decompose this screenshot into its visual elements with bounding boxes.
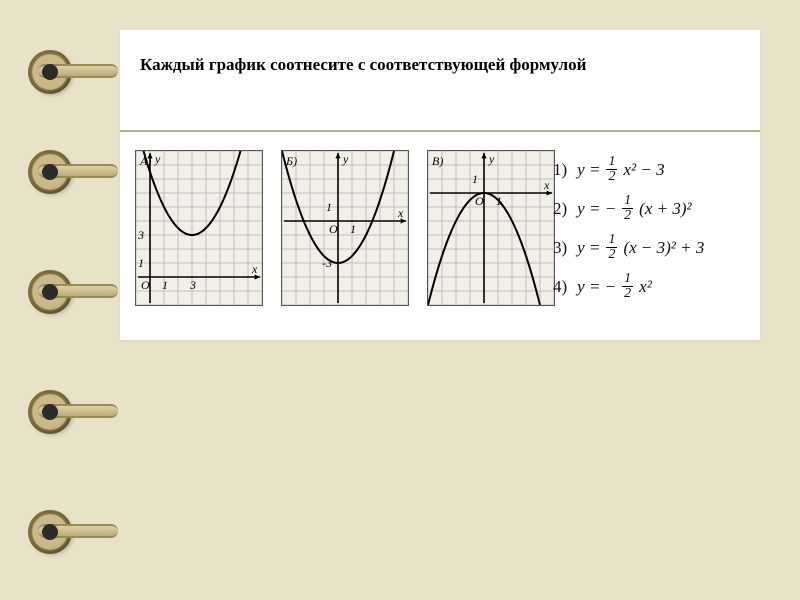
svg-text:y: y [488, 152, 495, 166]
svg-text:1: 1 [162, 278, 168, 292]
svg-text:1: 1 [472, 172, 478, 186]
page-root: Каждый график соотнесите с соответствующ… [0, 0, 800, 600]
svg-text:O: O [141, 278, 150, 292]
formula-number: 4) [553, 277, 567, 297]
graph-б: yxO11-3Б) [281, 150, 409, 306]
svg-text:1: 1 [326, 200, 332, 214]
formula-option: 1) y = 12 x² − 3 [553, 155, 704, 184]
formula-suffix: (x − 3)² + 3 [623, 238, 704, 258]
formula-suffix: x² − 3 [623, 160, 664, 180]
svg-text:x: x [397, 206, 404, 220]
formula-prefix: y = [577, 238, 600, 258]
svg-text:1: 1 [350, 222, 356, 236]
graph-в: yxO11В) [427, 150, 555, 306]
fraction: 12 [606, 155, 617, 184]
svg-text:1: 1 [138, 256, 144, 270]
graph-а: yxO1313А) [135, 150, 263, 306]
formula-number: 3) [553, 238, 567, 258]
formula-prefix: y = [577, 160, 600, 180]
svg-text:y: y [342, 152, 349, 166]
graphs-row: yxO1313А)yxO11-3Б)yxO11В) [135, 150, 555, 306]
formula-option: 4) y = − 12 x² [553, 272, 704, 301]
formula-prefix: y = − [577, 277, 616, 297]
svg-text:y: y [154, 152, 161, 166]
svg-text:3: 3 [189, 278, 196, 292]
svg-text:3: 3 [137, 228, 144, 242]
slide-title: Каждый график соотнесите с соответствующ… [140, 55, 700, 75]
formula-number: 1) [553, 160, 567, 180]
svg-text:x: x [543, 178, 550, 192]
binder-ring [28, 50, 72, 94]
binder-ring [28, 270, 72, 314]
formula-prefix: y = − [577, 199, 616, 219]
formula-suffix: (x + 3)² [639, 199, 691, 219]
svg-text:В): В) [432, 154, 443, 168]
binder-ring [28, 510, 72, 554]
svg-text:O: O [329, 222, 338, 236]
fraction: 12 [622, 194, 633, 223]
svg-text:x: x [251, 262, 258, 276]
formula-option: 2) y = − 12 (x + 3)² [553, 194, 704, 223]
formula-number: 2) [553, 199, 567, 219]
fraction: 12 [622, 272, 633, 301]
formulas-list: 1) y = 12 x² − 3 2) y = − 12 (x + 3)² 3) y = 12 (x … [553, 155, 704, 311]
binder-ring [28, 150, 72, 194]
divider-rule [120, 130, 760, 132]
binder-ring [28, 390, 72, 434]
formula-option: 3) y = 12 (x − 3)² + 3 [553, 233, 704, 262]
formula-suffix: x² [639, 277, 652, 297]
fraction: 12 [606, 233, 617, 262]
